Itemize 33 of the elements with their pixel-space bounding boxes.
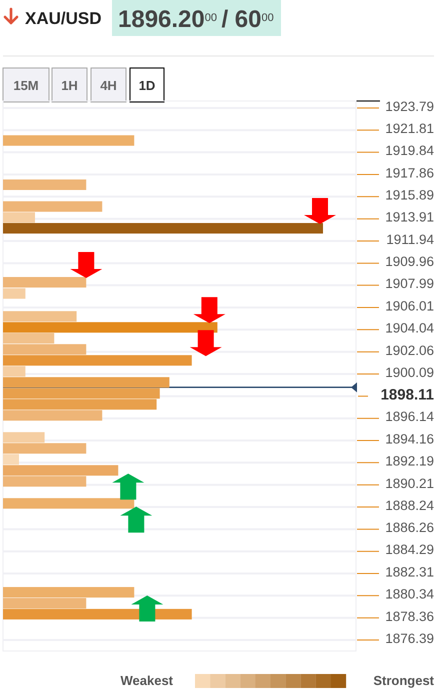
y-tick-label: 1900.09: [385, 364, 434, 380]
y-tick-label: 1884.29: [385, 542, 434, 558]
y-tick-label: 1907.99: [385, 276, 434, 292]
y-tick-label: 1892.19: [385, 454, 434, 469]
text: 1D: [138, 78, 156, 93]
y-tick-label: 1904.04: [385, 320, 434, 336]
y-tick-label: 1906.01: [385, 298, 434, 314]
y-tick-label: 1890.21: [385, 476, 434, 491]
y-tick-label: 1923.79: [385, 98, 434, 114]
y-tick-label: 1876.39: [385, 630, 434, 646]
y-tick-label: 1896.14: [385, 409, 434, 424]
y-tick-label: 1880.34: [385, 586, 434, 602]
y-tick-label: 1888.24: [385, 498, 434, 513]
chart-subtitle: 1896.20$^{00}$ / 60$^{00}$: [118, 6, 274, 33]
y-tick-label: 1898.11: [380, 386, 434, 404]
chart-title: XAU/USD: [25, 9, 102, 28]
y-tick-label: 1878.36: [385, 608, 434, 624]
y-tick-label: 1902.06: [385, 342, 434, 358]
y-tick-label: 1894.16: [385, 431, 434, 446]
y-tick-label: 1917.86: [385, 165, 434, 180]
y-tick-label: 1921.81: [385, 121, 434, 136]
y-tick-label: 1882.31: [385, 564, 434, 580]
y-tick-label: 1915.89: [385, 188, 434, 203]
y-tick-label: 1913.91: [385, 210, 434, 225]
y-tick-label: 1911.94: [386, 232, 434, 247]
text: 1H: [61, 78, 78, 93]
text: 15M: [13, 78, 39, 93]
y-tick-label: 1886.26: [385, 520, 434, 536]
text: 4H: [100, 78, 117, 93]
text: Weakest: [120, 673, 174, 688]
y-tick-label: 1909.96: [385, 254, 434, 270]
y-tick-label: 1919.84: [385, 143, 434, 158]
text: Strongest: [373, 673, 435, 688]
